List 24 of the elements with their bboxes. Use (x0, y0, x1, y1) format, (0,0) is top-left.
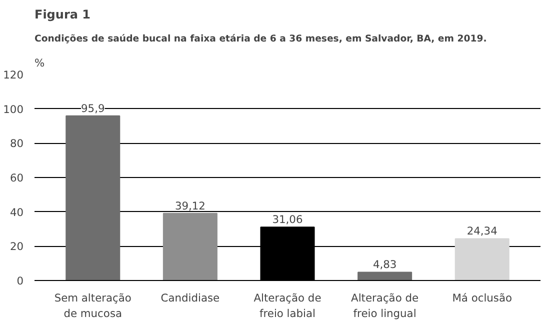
y-tick-label: 100 (3, 102, 24, 116)
y-tick-label: 60 (10, 172, 24, 184)
y-tick-label: 20 (10, 240, 24, 254)
data-label: 24,34 (466, 224, 498, 238)
y-tick-label: 40 (10, 206, 24, 219)
chart-title: Figura 1 (34, 8, 90, 22)
data-label: 95,9 (81, 102, 105, 115)
y-tick-label: 120 (3, 68, 24, 82)
data-label: 4,83 (372, 258, 397, 272)
y-tick-label: 0 (16, 274, 24, 288)
x-tick-label: Alteração de freio labial (254, 292, 322, 320)
bar (66, 115, 120, 280)
x-tick-label: Alteração de freio lingual (351, 292, 419, 320)
bar (358, 272, 412, 280)
data-label: 39,12 (174, 199, 206, 212)
y-tick-label: 80 (10, 137, 24, 150)
y-axis-title: % (34, 56, 45, 70)
x-tick-label: Sem alteração de mucosa (54, 292, 132, 320)
bar (162, 212, 218, 280)
bar (454, 238, 510, 280)
chart-subtitle: Condições de saúde bucal na faixa etária de 6 a 36 meses, em Salvador, BA, em 2019. (34, 34, 487, 44)
x-tick-label: Má oclusão (452, 292, 512, 304)
x-tick-label: Candidiase (160, 292, 220, 304)
data-label: 31,06 (272, 213, 303, 226)
